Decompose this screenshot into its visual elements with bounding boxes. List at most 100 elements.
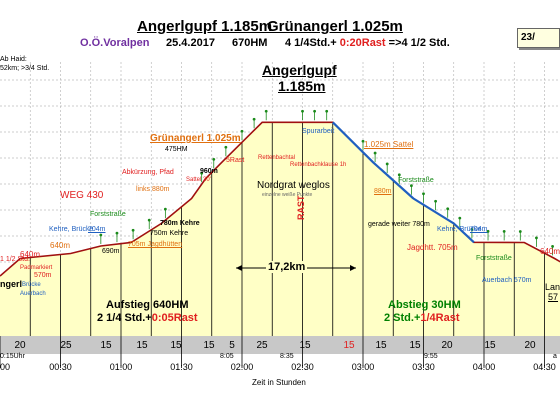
descent-segment: [412, 197, 475, 244]
rest-label: 0:20Rast: [339, 37, 386, 49]
x-tick-label: 03:00: [352, 362, 375, 372]
x-tick-label: 01:30: [170, 362, 193, 372]
jagdhuetten-label: 705m Jagdhütten: [128, 241, 183, 248]
sattel-1025-label: 1.025m Sattel: [364, 140, 414, 149]
segment-minute-label: 5: [229, 340, 235, 351]
segment-minute-label: 20: [441, 340, 453, 351]
duration-part2: =>4 1/2 Std.: [388, 37, 450, 49]
angerl-left-label: ngerl: [0, 279, 23, 289]
x-tick-label: 02:30: [291, 362, 314, 372]
nordgrat-sub-label: einzelne weiße Punkte: [262, 192, 313, 198]
forststrasse-right2-label: Forststraße: [476, 255, 512, 262]
tree-crown-icon: [115, 231, 119, 235]
tree-crown-icon: [373, 151, 377, 155]
auerbach-570-label: Auerbach 570m: [482, 277, 532, 284]
weg430-label: WEG 430: [60, 190, 104, 201]
title-gruenangerl: Grünangerl 1.025m: [267, 18, 403, 35]
tree-crown-icon: [264, 109, 268, 113]
descent-time-value: 2 Std.+: [384, 312, 421, 324]
duration-label: 4 1/4Std.+ 0:20Rast =>4 1/2 Std.: [285, 37, 450, 49]
sattel-30-label: Sattel 30': [186, 177, 211, 183]
tree-crown-icon: [99, 233, 103, 237]
time-mark-955: 9:55: [424, 353, 438, 360]
segment-minute-label: 20: [524, 340, 536, 351]
x-tick-label: 00:30: [49, 362, 72, 372]
m704-right-label: 704m: [470, 226, 488, 233]
segment-minute-label: 15: [299, 340, 311, 351]
segment-minute-label: 20: [14, 340, 26, 351]
start-time-mark: 0:15Uhr: [0, 353, 25, 360]
lan-label: Lan: [545, 282, 560, 292]
ascent-time-value: 2 1/4 Std.+: [97, 312, 152, 324]
x-tick-label: 02:00: [231, 362, 254, 372]
segment-minute-label: 15: [136, 340, 148, 351]
trail-segments: [332, 121, 475, 244]
tree-crown-icon: [224, 145, 228, 149]
segment-minute-label: 15: [409, 340, 421, 351]
ascent-hm-label: 670HM: [232, 37, 268, 49]
left-note-line1: Ab Haid:: [0, 56, 27, 63]
nordgrat-label: Nordgrat weglos: [257, 180, 330, 191]
tree-crown-icon: [434, 199, 437, 203]
segment-minute-label: 25: [60, 340, 72, 351]
tree-crown-icon: [240, 129, 244, 133]
m704-left-label: 704m: [88, 226, 106, 233]
half-hour-label: 1 1/2 Std.: [0, 256, 30, 263]
rettenbachtal-label: Rettenbachtal: [258, 155, 296, 161]
descent-title: Abstieg 30HM: [388, 299, 461, 311]
descent-time: 2 Std.+1/4Rast: [384, 312, 460, 324]
kehre-bruecke-left-label: Kehre, Brücke: [49, 226, 94, 233]
segment-band: [0, 336, 560, 354]
rast-vertical-label: RAST: [296, 195, 306, 221]
page-badge: 23/: [517, 28, 560, 48]
distance-label: 17,2km: [266, 261, 308, 273]
m640-left2-label: 640m: [20, 250, 41, 259]
distance-arrow-head-left: [236, 265, 242, 271]
m880-right-label: 880m: [374, 188, 392, 195]
ascent-title: Aufstieg 640HM: [106, 299, 189, 311]
time-mark-end: a: [553, 353, 557, 360]
x-tick-label: 00: [0, 362, 10, 372]
segment-minute-label: 15: [100, 340, 112, 351]
x-tick-label: 01:00: [110, 362, 133, 372]
m57-label: 57: [548, 292, 559, 302]
tree-crown-icon: [422, 192, 425, 196]
tree-crown-icon: [361, 139, 365, 143]
padmarkiert-label: Padmarkiert: [20, 265, 53, 271]
segment-minute-label: 15: [484, 340, 496, 351]
segment-minute-label: 25: [256, 340, 268, 351]
tree-crown-icon: [518, 230, 522, 233]
rast-5-label: 5Rast: [226, 157, 245, 164]
tree-crown-icon: [410, 184, 413, 188]
tree-crown-icon: [313, 109, 316, 113]
abkuerzung-label: Abkürzung, Pfad: [122, 169, 174, 176]
profile-area: [0, 122, 560, 336]
tree-crown-icon: [325, 109, 329, 113]
m640-left-label: 640m: [50, 241, 71, 250]
kehre-780-label: 780m Kehre: [160, 220, 200, 227]
x-tick-label: 04:00: [473, 362, 496, 372]
m690-label: 690m: [102, 248, 120, 255]
tree-crown-icon: [446, 207, 450, 211]
m640-right-label: 640m: [540, 247, 560, 256]
m960-label: 960m: [200, 168, 218, 175]
tree-crown-icon: [502, 230, 506, 233]
spurarbeit-label: Spurarbeit: [302, 128, 335, 135]
kehre-750-label: 750m Kehre: [150, 230, 189, 237]
segment-minute-label: 15: [170, 340, 182, 351]
region-label: O.Ö.Voralpen: [80, 37, 150, 49]
summit-name: Angerlgupf: [262, 62, 337, 78]
title-angerlgupf: Angerlgupf 1.185m: [137, 18, 273, 35]
distance-arrow-head-right: [350, 265, 356, 271]
time-mark-805: 8:05: [220, 353, 234, 360]
tree-crown-icon: [147, 218, 151, 222]
tree-crown-icon: [212, 157, 216, 161]
gruenangerl-label: Grünangerl 1.025m: [150, 133, 241, 144]
tree-crown-icon: [131, 228, 135, 232]
segment-minutes: 20 25 15 15 15 15 5 25 15 15 15 15 20 15 20: [14, 340, 536, 351]
ascent-rest-value: 0:05Rast: [151, 312, 198, 324]
forststrasse-left-label: Forststraße: [90, 211, 126, 218]
ascent-time: 2 1/4 Std.+0:05Rast: [97, 312, 198, 324]
tree-crown-icon: [163, 207, 167, 211]
segment-minute-label: 15: [375, 340, 387, 351]
